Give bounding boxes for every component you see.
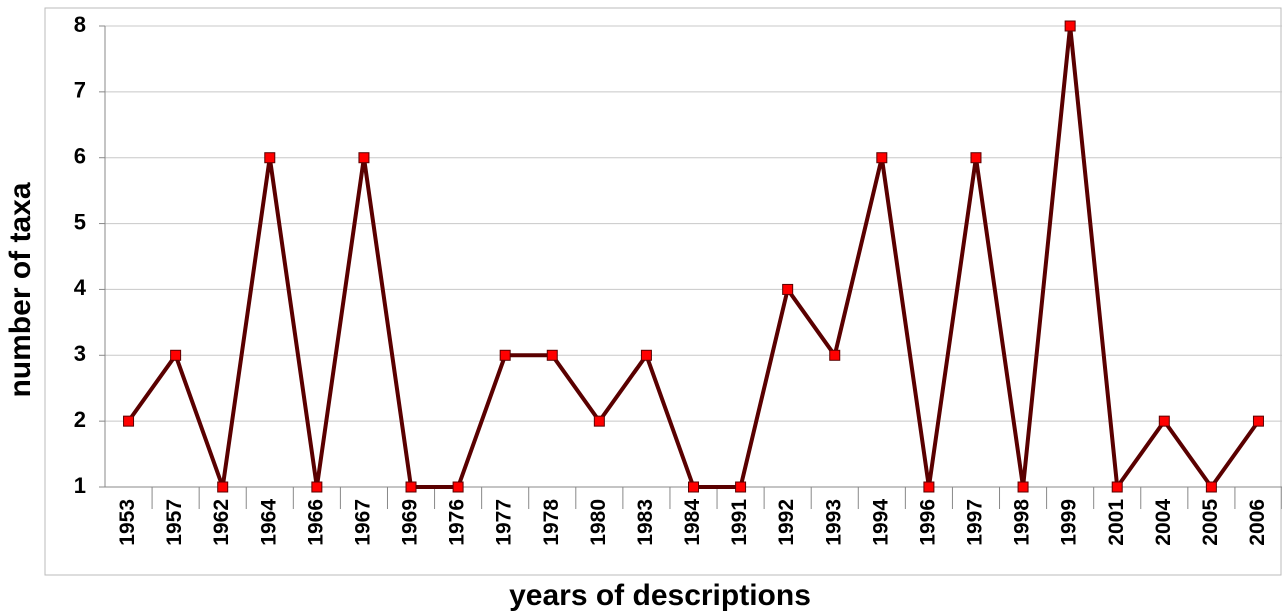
y-tick-label: 7 (74, 78, 86, 103)
y-tick-label: 2 (74, 407, 86, 432)
x-tick-label: 2006 (1246, 499, 1269, 546)
data-point (264, 152, 276, 164)
x-tick-label: 1993 (822, 499, 845, 546)
x-tick-label: 1998 (1011, 499, 1034, 546)
data-point (170, 349, 182, 361)
data-point (358, 152, 370, 164)
x-tick-label: 1994 (869, 499, 892, 546)
data-point (876, 152, 888, 164)
x-tick-label: 1999 (1058, 499, 1081, 546)
x-tick-label: 1991 (728, 499, 751, 546)
y-tick-label: 5 (74, 209, 86, 234)
x-tick-label: 1978 (540, 499, 563, 546)
x-tick-label: 1967 (351, 499, 374, 546)
x-tick-label: 1969 (399, 499, 422, 546)
x-tick-label: 1984 (681, 499, 704, 546)
data-point (1064, 20, 1076, 32)
x-tick-label: 1997 (964, 499, 987, 546)
x-tick-label: 1964 (257, 499, 280, 546)
data-point (123, 415, 135, 427)
data-point (688, 481, 699, 493)
data-point (782, 283, 794, 295)
x-tick-label: 1976 (446, 499, 469, 546)
y-tick-label: 1 (74, 473, 86, 498)
data-point (546, 349, 558, 361)
data-point (499, 349, 511, 361)
y-tick-label: 4 (74, 275, 87, 300)
data-point (1205, 481, 1217, 493)
y-tick-label: 8 (74, 12, 86, 37)
x-tick-label: 1962 (210, 499, 233, 546)
x-tick-label: 1980 (587, 499, 610, 546)
data-point (829, 349, 841, 361)
x-tick-label: 1957 (163, 499, 186, 546)
x-tick-label: 2001 (1105, 499, 1128, 546)
x-tick-label: 1966 (304, 499, 327, 546)
x-tick-label: 1953 (116, 499, 139, 546)
x-tick-label: 2004 (1152, 499, 1175, 546)
x-tick-label: 1992 (775, 499, 798, 546)
data-point (1017, 481, 1029, 493)
y-axis-title: number of taxa (4, 182, 37, 397)
y-tick-label: 6 (74, 144, 86, 169)
chart-frame (44, 7, 1282, 576)
data-point (452, 481, 464, 493)
data-point (970, 152, 982, 164)
x-tick-label: 1996 (916, 499, 939, 546)
data-point (405, 481, 417, 493)
x-tick-label: 2005 (1199, 499, 1222, 546)
x-tick-label: 1977 (493, 499, 516, 546)
data-point (735, 481, 747, 493)
data-point (640, 349, 652, 361)
y-tick-label: 3 (74, 341, 86, 366)
data-point (923, 481, 935, 493)
data-point (1111, 481, 1123, 493)
x-axis-title: years of descriptions (509, 579, 811, 612)
x-tick-label: 1983 (634, 499, 657, 546)
data-point (1252, 415, 1264, 427)
data-line (126, 24, 1261, 489)
data-point (1158, 415, 1170, 427)
data-point (593, 415, 605, 427)
data-point (217, 481, 229, 493)
data-point (311, 481, 323, 493)
